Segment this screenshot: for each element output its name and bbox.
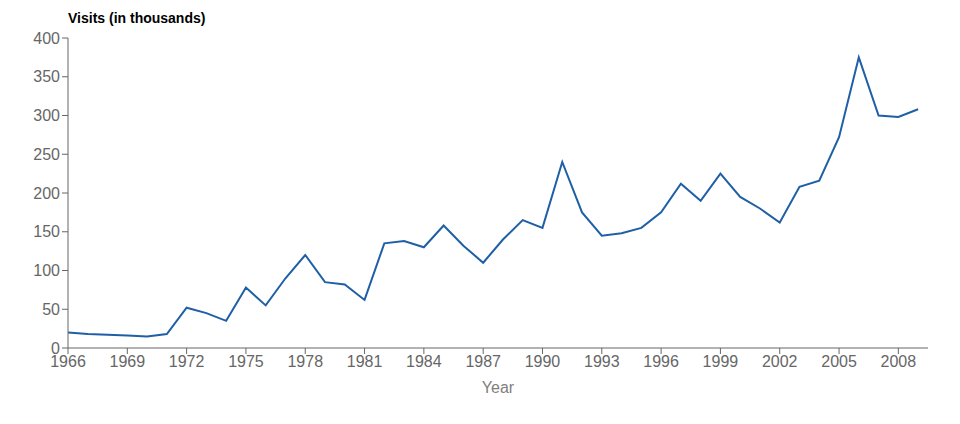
svg-text:1999: 1999	[703, 353, 739, 370]
svg-text:0: 0	[51, 340, 60, 357]
svg-text:100: 100	[33, 262, 60, 279]
svg-text:Year: Year	[482, 379, 515, 396]
svg-text:1981: 1981	[347, 353, 383, 370]
svg-text:2008: 2008	[881, 353, 917, 370]
svg-text:250: 250	[33, 146, 60, 163]
svg-text:2005: 2005	[821, 353, 857, 370]
svg-text:150: 150	[33, 223, 60, 240]
svg-text:1975: 1975	[228, 353, 264, 370]
svg-text:200: 200	[33, 185, 60, 202]
svg-text:1996: 1996	[643, 353, 679, 370]
svg-text:1993: 1993	[584, 353, 620, 370]
svg-text:1978: 1978	[287, 353, 323, 370]
svg-text:2002: 2002	[762, 353, 798, 370]
html-text:Visits (in thousands): Visits (in thousands)	[68, 10, 206, 26]
svg-text:1984: 1984	[406, 353, 442, 370]
svg-text:1987: 1987	[465, 353, 501, 370]
svg-text:1966: 1966	[50, 353, 86, 371]
svg-text:1969: 1969	[110, 353, 146, 370]
svg-text:1990: 1990	[525, 353, 561, 370]
svg-text:300: 300	[33, 107, 60, 124]
svg-text:1972: 1972	[169, 353, 205, 370]
svg-text:350: 350	[33, 68, 60, 85]
svg-text:50: 50	[42, 301, 60, 318]
svg-text:400: 400	[33, 30, 60, 47]
